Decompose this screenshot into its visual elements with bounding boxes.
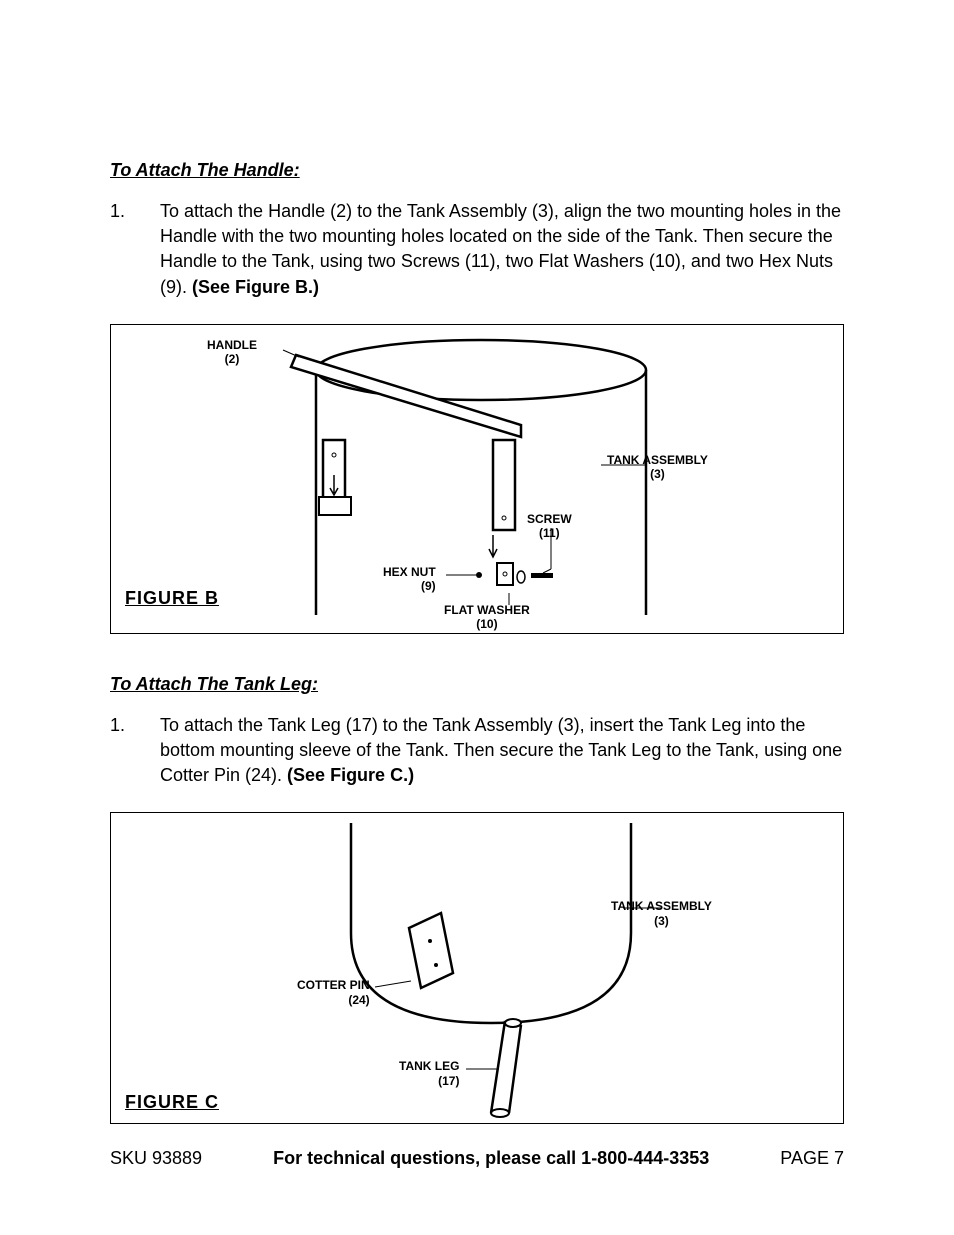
figure-b-title: FIGURE B [125,588,219,609]
callout-screw: SCREW (11) [527,512,572,541]
page-footer: SKU 93889 For technical questions, pleas… [110,1148,844,1169]
figure-c-title: FIGURE C [125,1092,219,1113]
callout-tank-b: TANK ASSEMBLY (3) [607,453,708,482]
figure-c-diagram [111,813,841,1123]
callout-handle: HANDLE (2) [207,338,257,367]
step-ref: (See Figure B.) [192,277,319,297]
callout-tank-c: TANK ASSEMBLY (3) [611,899,712,928]
step-text: To attach the Tank Leg (17) to the Tank … [160,715,842,785]
callout-cotter: COTTER PIN (24) [297,978,370,1007]
section2-step: 1. To attach the Tank Leg (17) to the Ta… [110,713,844,789]
figure-b-diagram [111,325,841,633]
section1-heading: To Attach The Handle: [110,160,844,181]
footer-page: PAGE 7 [780,1148,844,1169]
step-ref: (See Figure C.) [287,765,414,785]
figure-b-box: HANDLE (2) TANK ASSEMBLY (3) SCREW (11) … [110,324,844,634]
callout-washer: FLAT WASHER (10) [444,603,530,632]
figure-c-box: TANK ASSEMBLY (3) COTTER PIN (24) TANK L… [110,812,844,1124]
callout-hexnut: HEX NUT (9) [383,565,436,594]
step-body: To attach the Tank Leg (17) to the Tank … [160,713,844,789]
step-number: 1. [110,199,160,300]
section2-heading: To Attach The Tank Leg: [110,674,844,695]
step-number: 1. [110,713,160,789]
section1-step: 1. To attach the Handle (2) to the Tank … [110,199,844,300]
footer-support: For technical questions, please call 1-8… [273,1148,709,1169]
callout-leg: TANK LEG (17) [399,1059,459,1088]
step-body: To attach the Handle (2) to the Tank Ass… [160,199,844,300]
footer-sku: SKU 93889 [110,1148,202,1169]
